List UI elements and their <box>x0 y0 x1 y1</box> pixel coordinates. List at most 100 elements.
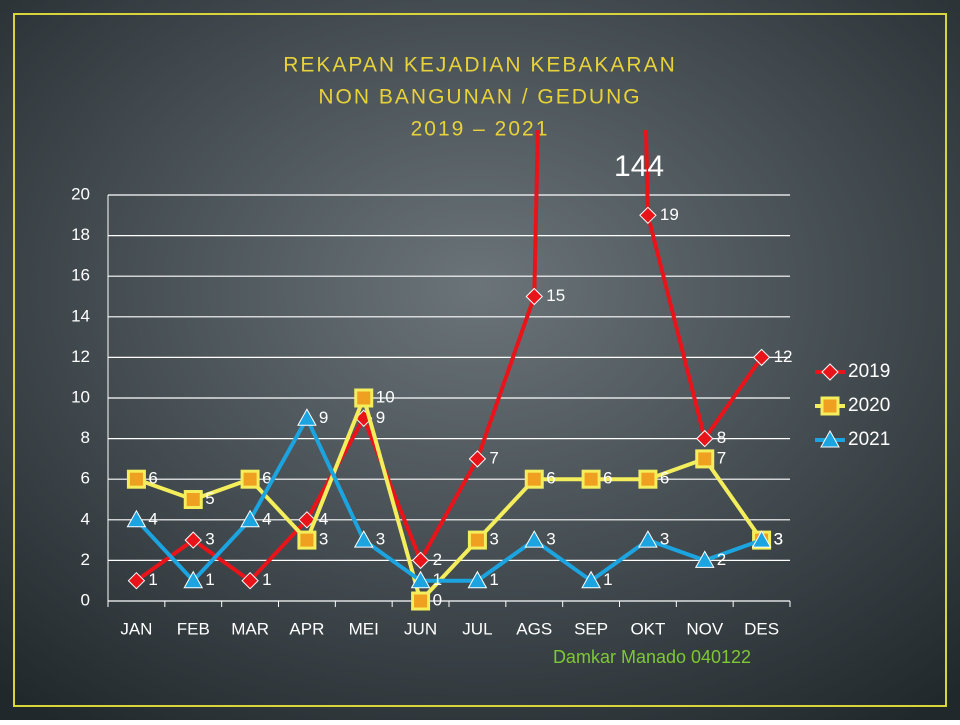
marker <box>183 490 203 509</box>
x-tick-label: OKT <box>630 619 665 638</box>
x-tick-label: NOV <box>686 619 724 638</box>
data-label: 144 <box>614 150 664 183</box>
data-label: 7 <box>489 448 498 467</box>
data-label: 9 <box>376 408 385 427</box>
data-label: 0 <box>433 590 442 609</box>
data-label: 6 <box>262 469 271 488</box>
legend-label: 2019 <box>848 361 890 382</box>
data-label: 1 <box>603 570 612 589</box>
marker <box>411 591 431 611</box>
marker <box>638 530 658 548</box>
x-tick-label: DES <box>744 619 779 638</box>
series <box>127 130 771 590</box>
marker <box>353 530 374 548</box>
data-label: 1 <box>205 570 214 589</box>
x-tick-label: JAN <box>120 619 152 638</box>
marker <box>297 408 317 426</box>
data-label: 3 <box>319 530 328 549</box>
marker <box>524 469 544 489</box>
data-label: 7 <box>717 448 726 467</box>
data-label: 1 <box>433 570 442 589</box>
marker <box>468 450 487 468</box>
series <box>126 388 772 611</box>
marker <box>581 570 601 589</box>
x-tick-label: SEP <box>574 619 608 638</box>
y-tick-label: 14 <box>71 306 90 325</box>
x-tick-label: JUL <box>462 619 492 638</box>
data-label: 3 <box>376 530 385 549</box>
data-label: 6 <box>546 469 555 488</box>
data-label: 3 <box>774 530 783 549</box>
data-label: 12 <box>774 347 793 366</box>
marker <box>696 429 714 448</box>
y-tick-label: 4 <box>81 509 90 528</box>
x-tick-label: FEB <box>177 619 210 638</box>
marker <box>639 206 657 225</box>
data-label: 10 <box>376 387 395 406</box>
marker <box>525 287 543 306</box>
y-tick-label: 6 <box>81 469 90 488</box>
marker <box>581 469 601 489</box>
data-label: 6 <box>148 469 157 488</box>
x-tick-label: MAR <box>231 619 269 638</box>
marker <box>240 469 260 489</box>
marker <box>183 570 204 589</box>
marker <box>638 469 658 489</box>
data-label: 2 <box>433 550 442 569</box>
marker <box>695 449 715 469</box>
x-tick-label: MEI <box>349 619 379 638</box>
x-tick-label: JUN <box>404 619 437 638</box>
marker <box>751 530 772 548</box>
marker <box>127 571 146 590</box>
chart-title: 2019 – 2021 <box>411 118 550 141</box>
marker <box>184 531 202 549</box>
data-label: 5 <box>205 489 214 508</box>
source-note: Damkar Manado 040122 <box>553 647 751 667</box>
marker <box>297 530 317 550</box>
marker <box>752 348 771 367</box>
data-label: 8 <box>717 428 726 447</box>
marker <box>820 396 840 416</box>
marker <box>298 511 316 529</box>
marker <box>410 570 431 589</box>
y-tick-label: 8 <box>81 428 90 447</box>
data-label: 3 <box>489 530 498 549</box>
data-label: 6 <box>660 469 669 488</box>
chart-title: NON BANGUNAN / GEDUNG <box>318 86 641 109</box>
data-label: 1 <box>148 570 157 589</box>
data-label: 19 <box>660 205 679 224</box>
frame <box>13 13 947 707</box>
data-label: 3 <box>546 530 555 549</box>
data-label: 3 <box>774 530 783 549</box>
marker <box>524 530 545 548</box>
y-tick-label: 16 <box>71 266 90 285</box>
y-tick-label: 2 <box>81 550 90 569</box>
y-tick-label: 20 <box>71 184 90 203</box>
chart-title: REKAPAN KEJADIAN KEBAKARAN <box>283 54 677 77</box>
marker <box>354 388 374 408</box>
marker <box>241 571 259 590</box>
y-tick-label: 12 <box>71 347 90 366</box>
data-label: 2 <box>717 550 726 569</box>
marker <box>240 509 260 528</box>
marker <box>820 429 840 448</box>
legend-label: 2020 <box>848 395 890 416</box>
y-tick-label: 18 <box>71 225 90 244</box>
data-label: 1 <box>489 570 498 589</box>
series <box>126 408 772 589</box>
legend-label: 2021 <box>848 429 890 450</box>
x-tick-label: AGS <box>516 619 552 638</box>
marker <box>821 363 839 381</box>
data-label: 1 <box>262 570 271 589</box>
data-label: 15 <box>546 286 565 305</box>
marker <box>411 551 430 570</box>
data-label: 4 <box>148 509 157 528</box>
marker <box>126 509 147 528</box>
data-label: 4 <box>262 509 271 528</box>
y-tick-label: 10 <box>71 387 90 406</box>
y-tick-label: 0 <box>81 590 90 609</box>
data-label: 3 <box>205 530 214 549</box>
marker <box>126 469 146 489</box>
